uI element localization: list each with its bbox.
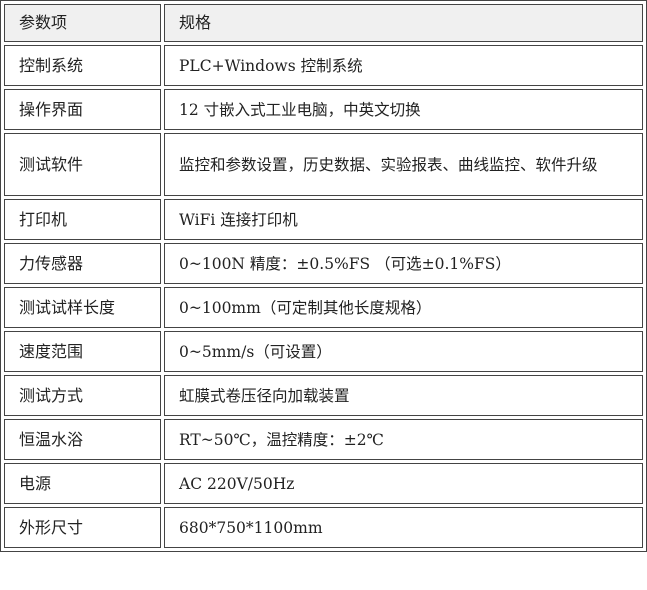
- spec-row: 恒温水浴 RT~50℃，温控精度：±2℃: [4, 419, 643, 460]
- spec-row: 力传感器 0~100N 精度：±0.5%FS （可选±0.1%FS）: [4, 243, 643, 284]
- param-name: 操作界面: [4, 89, 161, 130]
- param-name: 恒温水浴: [4, 419, 161, 460]
- header-cell: 规格: [164, 4, 643, 42]
- param-name: 测试软件: [4, 133, 161, 196]
- spec-table: 参数项 规格 控制系统 PLC+Windows 控制系统 操作界面 12 寸嵌入式工业…: [0, 0, 647, 552]
- table-body: 参数项 规格 控制系统 PLC+Windows 控制系统 操作界面 12 寸嵌入式工业…: [4, 4, 643, 548]
- param-value: PLC+Windows 控制系统: [164, 45, 643, 86]
- spec-row: 外形尺寸 680*750*1100mm: [4, 507, 643, 548]
- spec-row: 速度范围 0~5mm/s（可设置）: [4, 331, 643, 372]
- param-value: 0~5mm/s（可设置）: [164, 331, 643, 372]
- spec-row: 测试软件 监控和参数设置，历史数据、实验报表、曲线监控、软件升级: [4, 133, 643, 196]
- param-name: 外形尺寸: [4, 507, 161, 548]
- spec-row: 测试方式 虹膜式卷压径向加载装置: [4, 375, 643, 416]
- param-value: 0~100mm（可定制其他长度规格）: [164, 287, 643, 328]
- spec-row: 测试试样长度 0~100mm（可定制其他长度规格）: [4, 287, 643, 328]
- param-value: 0~100N 精度：±0.5%FS （可选±0.1%FS）: [164, 243, 643, 284]
- header-cell: 参数项: [4, 4, 161, 42]
- spec-row: 电源 AC 220V/50Hz: [4, 463, 643, 504]
- param-name: 测试试样长度: [4, 287, 161, 328]
- param-value: WiFi 连接打印机: [164, 199, 643, 240]
- param-name: 测试方式: [4, 375, 161, 416]
- param-value: 虹膜式卷压径向加载装置: [164, 375, 643, 416]
- spec-row: 打印机 WiFi 连接打印机: [4, 199, 643, 240]
- param-name: 速度范围: [4, 331, 161, 372]
- param-value: RT~50℃，温控精度：±2℃: [164, 419, 643, 460]
- header-row: 参数项 规格: [4, 4, 643, 42]
- param-name: 力传感器: [4, 243, 161, 284]
- param-value: 12 寸嵌入式工业电脑，中英文切换: [164, 89, 643, 130]
- param-value: 680*750*1100mm: [164, 507, 643, 548]
- param-value: AC 220V/50Hz: [164, 463, 643, 504]
- spec-row: 控制系统 PLC+Windows 控制系统: [4, 45, 643, 86]
- param-value: 监控和参数设置，历史数据、实验报表、曲线监控、软件升级: [164, 133, 643, 196]
- param-name: 打印机: [4, 199, 161, 240]
- param-name: 电源: [4, 463, 161, 504]
- spec-row: 操作界面 12 寸嵌入式工业电脑，中英文切换: [4, 89, 643, 130]
- param-name: 控制系统: [4, 45, 161, 86]
